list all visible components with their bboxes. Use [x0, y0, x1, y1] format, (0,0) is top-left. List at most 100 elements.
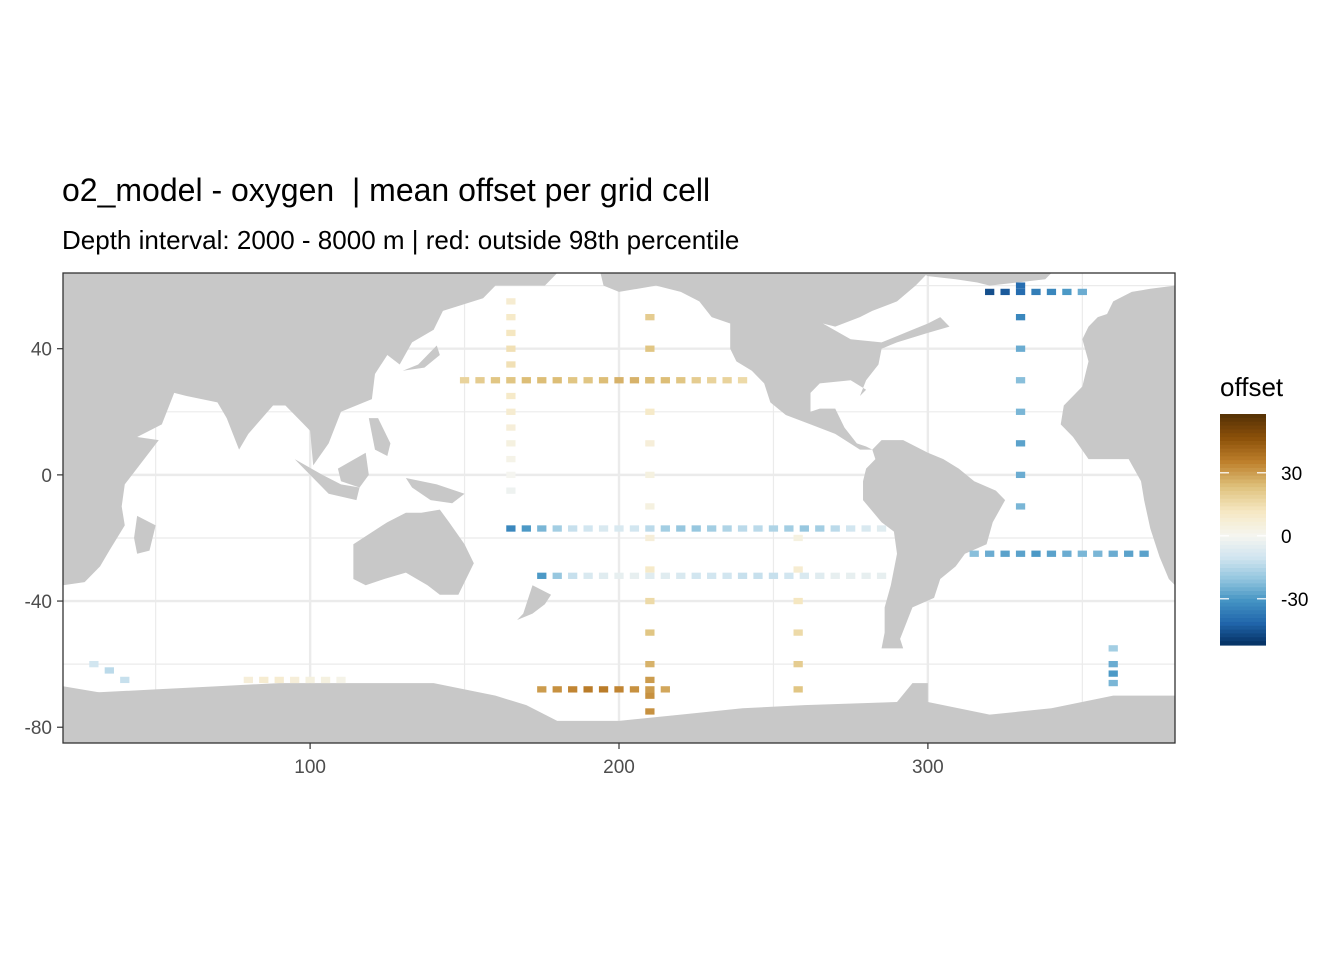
grid-cell	[1062, 288, 1072, 296]
grid-cell	[568, 572, 578, 579]
legend-color-bar-segment	[1220, 494, 1266, 500]
grid-cell	[506, 298, 516, 305]
grid-cell	[793, 566, 803, 573]
grid-cell	[660, 572, 670, 579]
grid-cell	[290, 676, 300, 684]
legend-color-bar-segment	[1220, 610, 1266, 615]
grid-cell	[1031, 288, 1041, 296]
grid-cell	[506, 487, 516, 494]
grid-cell	[793, 534, 803, 542]
grid-cell	[598, 686, 609, 693]
legend-color-bar-segment	[1220, 440, 1266, 446]
land-mask	[63, 273, 1175, 743]
grid-cell	[645, 629, 655, 636]
grid-cell	[753, 525, 763, 532]
legend-color-bar-segment	[1220, 414, 1266, 419]
grid-cell	[614, 686, 624, 693]
grid-cell	[1077, 288, 1087, 296]
grid-cell	[506, 408, 516, 415]
legend-color-bar-segment	[1220, 618, 1266, 623]
grid-cell	[506, 361, 516, 368]
grid-cell	[629, 525, 640, 532]
grid-cell	[537, 377, 547, 384]
legend-color-bar-segment	[1220, 417, 1266, 423]
x-tick-label: 200	[603, 757, 635, 778]
grid-cell	[1108, 645, 1118, 652]
grid-cell	[799, 525, 809, 532]
grid-cell	[768, 572, 779, 579]
grid-cell	[506, 525, 516, 532]
grid-cell	[830, 525, 840, 532]
land-australia	[353, 509, 474, 595]
grid-cell	[583, 525, 593, 532]
grid-cell	[784, 572, 794, 579]
chart-title: o2_model - oxygen | mean offset per grid…	[62, 172, 711, 208]
legend-tick-label: 0	[1281, 527, 1292, 548]
grid-cell	[521, 525, 531, 532]
chart-subtitle: Depth interval: 2000 - 8000 m | red: out…	[62, 225, 740, 255]
legend-color-bar-segment	[1220, 525, 1266, 531]
grid-cell	[645, 692, 655, 699]
grid-cell	[768, 525, 779, 532]
grid-cell	[793, 660, 803, 668]
legend-color-bar-segment	[1220, 637, 1266, 642]
legend-color-bar-segment	[1220, 464, 1266, 469]
grid-cell	[660, 686, 670, 693]
legend-color-bar-segment	[1220, 598, 1266, 604]
grid-cell	[120, 676, 130, 684]
grid-cell	[89, 660, 99, 668]
grid-cell	[799, 572, 809, 579]
grid-cell	[969, 550, 979, 557]
grid-cell	[598, 377, 609, 384]
legend-tick-label: 30	[1281, 464, 1302, 485]
legend-color-bar-segment	[1220, 498, 1266, 504]
color-legend: offset 30 0 -30	[1220, 372, 1308, 646]
legend-color-bar-segment	[1220, 437, 1266, 442]
legend-color-bar-segment	[1220, 575, 1266, 581]
grid-cell	[1015, 550, 1026, 557]
grid-cell	[815, 572, 825, 579]
grid-cell	[583, 377, 593, 384]
grid-cell	[506, 329, 516, 337]
grid-cell	[645, 566, 655, 573]
grid-cell	[305, 676, 315, 684]
legend-color-bar-segment	[1220, 625, 1266, 631]
grid-cell	[614, 377, 624, 384]
legend-color-bar-segment	[1220, 444, 1266, 450]
grid-cell	[506, 455, 516, 463]
legend-color-bar-segment	[1220, 487, 1266, 492]
land-japan	[402, 345, 440, 371]
land-new-zealand	[517, 585, 552, 620]
grid-cell	[707, 572, 717, 579]
grid-cell	[506, 440, 516, 447]
grid-cell	[583, 572, 593, 579]
legend-color-bar-segment	[1220, 517, 1266, 523]
x-tick-label: 100	[294, 757, 326, 778]
grid-cell	[660, 525, 670, 532]
land-antarctica	[63, 683, 1175, 743]
grid-cell	[614, 572, 624, 579]
grid-cell	[506, 424, 516, 431]
grid-cell	[598, 572, 609, 579]
legend-color-bar-segment	[1220, 506, 1266, 511]
legend-color-bar-segment	[1220, 560, 1266, 565]
grid-cell	[1015, 314, 1026, 321]
legend-color-bar-segment	[1220, 594, 1266, 600]
legend-color-bar-segment	[1220, 510, 1266, 515]
legend-color-bar-segment	[1220, 548, 1266, 554]
x-tick-label: 300	[912, 757, 944, 778]
grid-cell	[506, 345, 516, 352]
legend-color-bar-segment	[1220, 448, 1266, 454]
legend-color-bar-segment	[1220, 556, 1266, 561]
legend-color-bar-segment	[1220, 421, 1266, 427]
grid-cell	[1108, 660, 1118, 668]
legend-color-bar-segment	[1220, 429, 1266, 434]
legend-color-bar-segment	[1220, 568, 1266, 573]
legend-color-bar-segment	[1220, 471, 1266, 477]
grid-cell	[1015, 377, 1026, 384]
grid-cell	[552, 525, 562, 532]
grid-cell	[552, 686, 562, 693]
legend-color-bar-segment	[1220, 514, 1266, 519]
legend-color-bar-segment	[1220, 502, 1266, 507]
